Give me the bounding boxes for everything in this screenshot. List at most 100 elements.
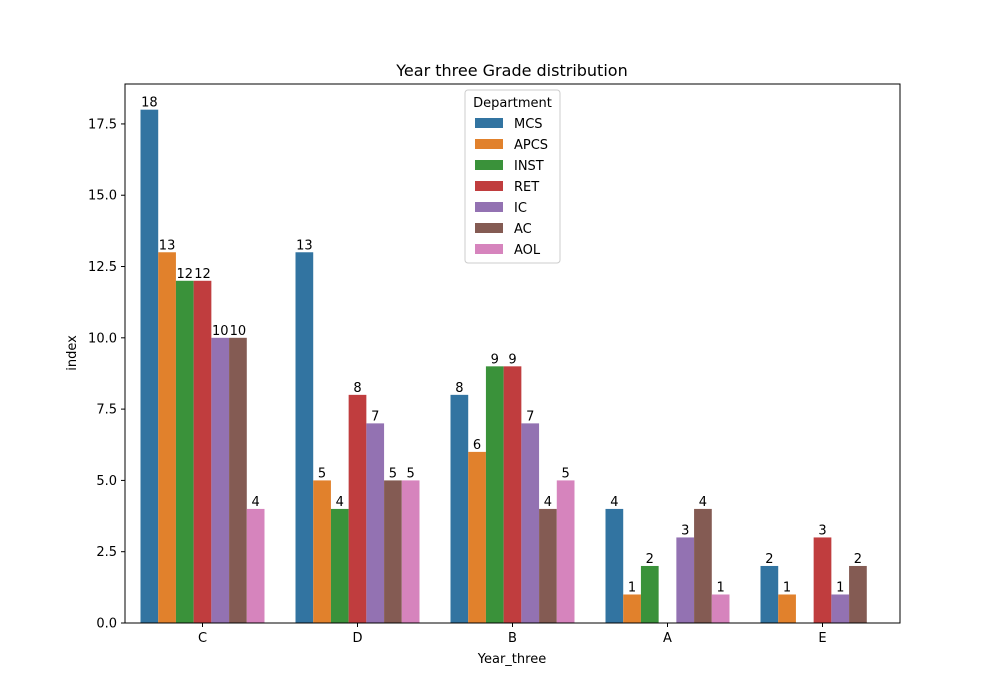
bar-label-ac-d: 5 bbox=[389, 466, 397, 481]
legend-label-ret: RET bbox=[514, 180, 539, 195]
bar-label-mcs-b: 8 bbox=[455, 381, 463, 396]
bar-ret-d bbox=[348, 394, 367, 623]
bar-label-ic-c: 10 bbox=[212, 324, 229, 339]
bar-ret-e bbox=[813, 537, 832, 623]
bar-label-inst-b: 9 bbox=[491, 352, 499, 367]
x-tick-label: D bbox=[352, 631, 362, 646]
bar-inst-d bbox=[330, 508, 349, 623]
y-tick-label: 7.5 bbox=[96, 403, 117, 418]
bar-apcs-d bbox=[313, 480, 331, 623]
bar-mcs-d bbox=[295, 252, 314, 623]
bar-label-apcs-a: 1 bbox=[628, 580, 636, 595]
bar-apcs-e bbox=[778, 594, 796, 623]
legend-swatch-ret bbox=[475, 181, 503, 191]
legend-label-aol: AOL bbox=[514, 243, 541, 258]
bar-inst-c bbox=[175, 280, 194, 623]
legend-label-apcs: APCS bbox=[514, 138, 548, 153]
bar-label-ic-b: 7 bbox=[526, 409, 534, 424]
y-tick-label: 2.5 bbox=[96, 545, 117, 560]
bar-ic-e bbox=[831, 594, 850, 623]
legend-swatch-apcs bbox=[475, 139, 503, 149]
bar-apcs-b bbox=[468, 451, 486, 623]
bar-mcs-b bbox=[450, 394, 469, 623]
bar-ac-c bbox=[229, 337, 247, 623]
bar-label-ac-a: 4 bbox=[699, 495, 707, 510]
bar-mcs-a bbox=[605, 508, 624, 623]
y-tick-label: 12.5 bbox=[88, 260, 117, 275]
legend-label-mcs: MCS bbox=[514, 117, 543, 132]
y-tick-label: 10.0 bbox=[88, 331, 117, 346]
y-tick-label: 5.0 bbox=[96, 474, 117, 489]
bar-aol-a bbox=[711, 594, 730, 623]
bar-label-ret-b: 9 bbox=[508, 352, 516, 367]
y-tick-label: 0.0 bbox=[96, 617, 117, 632]
legend-swatch-inst bbox=[475, 160, 503, 170]
bar-label-ic-e: 1 bbox=[836, 580, 844, 595]
bar-label-ac-b: 4 bbox=[544, 495, 552, 510]
bar-label-ret-d: 8 bbox=[353, 381, 361, 396]
legend-label-ic: IC bbox=[514, 201, 527, 216]
bar-label-aol-a: 1 bbox=[717, 580, 725, 595]
axes-layer: 0.0 2.5 5.0 7.5 10.0 12.5 15.0 17.5 C D B A E bbox=[88, 83, 901, 646]
bar-ic-b bbox=[521, 423, 540, 623]
bar-inst-b bbox=[485, 366, 504, 623]
bar-label-inst-a: 2 bbox=[646, 552, 654, 567]
bar-inst-a bbox=[640, 565, 659, 623]
bar-label-aol-c: 4 bbox=[252, 495, 260, 510]
y-tick-label: 15.0 bbox=[88, 189, 117, 204]
bar-mcs-e bbox=[760, 565, 779, 623]
legend-title: Department bbox=[473, 96, 552, 111]
bar-ret-c bbox=[193, 280, 212, 623]
legend-box bbox=[464, 89, 561, 264]
bar-ic-d bbox=[366, 423, 385, 623]
bar-label-apcs-c: 13 bbox=[159, 238, 176, 253]
bar-ic-a bbox=[676, 537, 695, 623]
bar-label-ret-c: 12 bbox=[194, 267, 211, 282]
legend-swatch-ic bbox=[475, 202, 503, 212]
chart-title: Year three Grade distribution bbox=[395, 61, 627, 80]
bar-ret-b bbox=[503, 366, 522, 623]
bar-label-apcs-b: 6 bbox=[473, 438, 481, 453]
bar-label-inst-c: 12 bbox=[177, 267, 194, 282]
y-tick-label: 17.5 bbox=[88, 117, 117, 132]
bar-label-aol-d: 5 bbox=[407, 466, 415, 481]
bar-ic-c bbox=[211, 337, 230, 623]
bar-aol-d bbox=[401, 480, 420, 623]
bar-label-ac-c: 10 bbox=[230, 324, 247, 339]
x-axis-label: Year_three bbox=[477, 652, 546, 667]
bar-aol-b bbox=[556, 480, 575, 623]
x-tick-label: E bbox=[818, 631, 826, 646]
bar-mcs-c bbox=[140, 109, 159, 623]
legend: Department MCS APCS INST RET IC AC AOL bbox=[464, 89, 561, 264]
bar-label-mcs-c: 18 bbox=[141, 96, 158, 111]
legend-swatch-mcs bbox=[475, 118, 503, 128]
bar-aol-c bbox=[246, 508, 265, 623]
bar-label-ret-e: 3 bbox=[818, 523, 826, 538]
legend-label-ac: AC bbox=[514, 222, 532, 237]
bar-label-ic-a: 3 bbox=[681, 523, 689, 538]
bar-ac-d bbox=[384, 480, 402, 623]
bar-label-mcs-d: 13 bbox=[296, 238, 313, 253]
legend-label-inst: INST bbox=[514, 159, 544, 174]
bar-apcs-c bbox=[158, 252, 176, 623]
x-tick-label: B bbox=[508, 631, 517, 646]
bar-ac-b bbox=[539, 508, 557, 623]
bar-label-aol-b: 5 bbox=[562, 466, 570, 481]
legend-swatch-ac bbox=[475, 223, 503, 233]
bar-label-apcs-e: 1 bbox=[783, 580, 791, 595]
bar-label-ic-d: 7 bbox=[371, 409, 379, 424]
legend-swatch-aol bbox=[475, 244, 503, 254]
y-axis-label: index bbox=[65, 335, 80, 371]
bar-label-mcs-e: 2 bbox=[765, 552, 773, 567]
bar-label-ac-e: 2 bbox=[854, 552, 862, 567]
bar-label-mcs-a: 4 bbox=[610, 495, 618, 510]
x-tick-label: A bbox=[663, 631, 672, 646]
bar-ac-a bbox=[694, 508, 712, 623]
bar-label-inst-d: 4 bbox=[336, 495, 344, 510]
bar-ac-e bbox=[849, 565, 867, 623]
bar-label-apcs-d: 5 bbox=[318, 466, 326, 481]
bar-apcs-a bbox=[623, 594, 641, 623]
x-tick-label: C bbox=[198, 631, 207, 646]
